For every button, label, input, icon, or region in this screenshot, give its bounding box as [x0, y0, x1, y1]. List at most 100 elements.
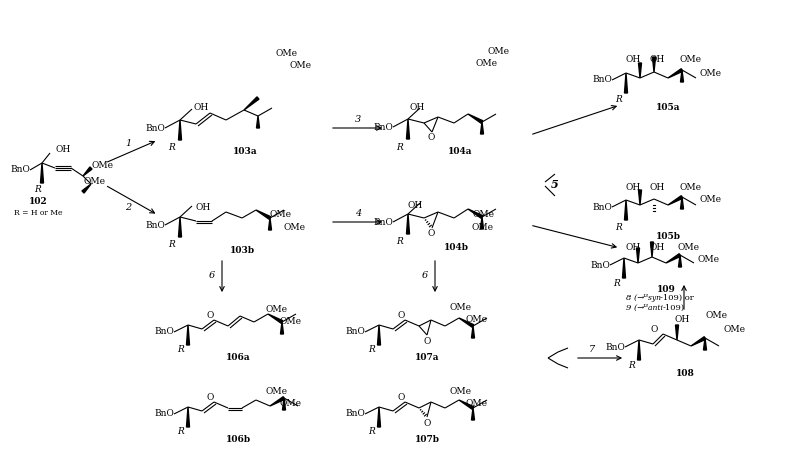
Polygon shape	[83, 167, 92, 176]
Polygon shape	[256, 210, 271, 219]
Text: O: O	[206, 394, 213, 403]
Text: OMe: OMe	[679, 184, 701, 192]
Text: O: O	[423, 337, 431, 346]
Text: BnO: BnO	[592, 76, 612, 85]
Text: OMe: OMe	[265, 305, 287, 314]
Polygon shape	[281, 322, 283, 334]
Text: BnO: BnO	[145, 123, 165, 133]
Polygon shape	[638, 340, 641, 360]
Text: R: R	[168, 241, 176, 249]
Text: O: O	[427, 134, 435, 142]
Text: 6: 6	[422, 271, 428, 281]
Text: O: O	[397, 311, 405, 320]
Text: OMe: OMe	[678, 242, 700, 252]
Polygon shape	[244, 97, 259, 110]
Polygon shape	[459, 318, 474, 327]
Polygon shape	[675, 325, 678, 340]
Polygon shape	[480, 217, 484, 229]
Text: OMe: OMe	[466, 399, 488, 409]
Text: -109) or: -109) or	[660, 294, 694, 302]
Text: OH: OH	[194, 102, 209, 112]
Text: 103a: 103a	[233, 148, 257, 156]
Text: R: R	[397, 238, 403, 247]
Polygon shape	[625, 200, 627, 220]
Polygon shape	[638, 190, 642, 205]
Text: OMe: OMe	[275, 49, 297, 57]
Text: OMe: OMe	[679, 56, 701, 64]
Polygon shape	[459, 400, 474, 409]
Text: 109: 109	[657, 285, 675, 295]
Text: BnO: BnO	[345, 327, 365, 337]
Text: OH: OH	[410, 102, 425, 112]
Text: 6: 6	[209, 271, 215, 281]
Text: OH: OH	[196, 203, 211, 212]
Text: BnO: BnO	[154, 410, 174, 418]
Polygon shape	[625, 73, 627, 93]
Text: BnO: BnO	[145, 220, 165, 229]
Text: OMe: OMe	[475, 59, 497, 69]
Text: O: O	[650, 325, 658, 334]
Text: OMe: OMe	[488, 48, 510, 57]
Text: R: R	[34, 185, 42, 194]
Text: 3: 3	[354, 115, 361, 125]
Polygon shape	[407, 214, 410, 234]
Text: OH: OH	[650, 56, 665, 64]
Text: O: O	[423, 418, 431, 427]
Polygon shape	[269, 218, 272, 230]
Text: OH: OH	[55, 146, 71, 155]
Text: R: R	[629, 361, 635, 369]
Text: 7: 7	[589, 346, 595, 354]
Text: ¹³anti: ¹³anti	[643, 304, 664, 312]
Text: OMe: OMe	[450, 388, 472, 396]
Text: OH: OH	[650, 242, 665, 252]
Text: R: R	[369, 427, 375, 437]
Polygon shape	[407, 119, 410, 139]
Text: R: R	[397, 143, 403, 153]
Polygon shape	[638, 63, 642, 78]
Text: OMe: OMe	[265, 388, 287, 396]
Text: OMe: OMe	[473, 211, 495, 219]
Polygon shape	[270, 396, 285, 406]
Text: BnO: BnO	[606, 342, 625, 352]
Polygon shape	[681, 70, 683, 82]
Text: OH: OH	[626, 184, 641, 192]
Text: 4: 4	[354, 208, 361, 218]
Polygon shape	[668, 69, 683, 78]
Text: OH: OH	[626, 56, 641, 64]
Text: 107a: 107a	[415, 354, 439, 362]
Text: 106a: 106a	[225, 354, 250, 362]
Polygon shape	[378, 325, 380, 345]
Text: OMe: OMe	[700, 69, 722, 78]
Polygon shape	[187, 325, 189, 345]
Text: ¹³syn: ¹³syn	[643, 294, 662, 302]
Polygon shape	[82, 184, 91, 193]
Text: 2: 2	[125, 204, 131, 212]
Text: 106b: 106b	[225, 436, 250, 445]
Text: 9 (→: 9 (→	[626, 304, 647, 312]
Text: 103b: 103b	[229, 246, 254, 255]
Polygon shape	[268, 314, 283, 323]
Text: 107b: 107b	[415, 436, 439, 445]
Text: OH: OH	[674, 316, 690, 325]
Polygon shape	[653, 57, 655, 72]
Text: 105a: 105a	[656, 104, 680, 113]
Polygon shape	[468, 209, 483, 218]
Text: R: R	[614, 278, 621, 288]
Text: BnO: BnO	[592, 203, 612, 212]
Text: OMe: OMe	[700, 196, 722, 205]
Text: 105b: 105b	[655, 232, 681, 241]
Polygon shape	[187, 407, 189, 427]
Text: BnO: BnO	[345, 410, 365, 418]
Text: OH: OH	[408, 200, 423, 210]
Text: OH: OH	[650, 184, 665, 192]
Text: 5: 5	[551, 179, 559, 191]
Polygon shape	[472, 408, 475, 420]
Text: OMe: OMe	[724, 325, 746, 334]
Text: 104b: 104b	[444, 242, 468, 252]
Polygon shape	[179, 217, 181, 237]
Polygon shape	[637, 248, 639, 263]
Polygon shape	[668, 196, 683, 205]
Text: 104a: 104a	[448, 148, 472, 156]
Text: OMe: OMe	[283, 224, 305, 233]
Text: 102: 102	[29, 198, 47, 206]
